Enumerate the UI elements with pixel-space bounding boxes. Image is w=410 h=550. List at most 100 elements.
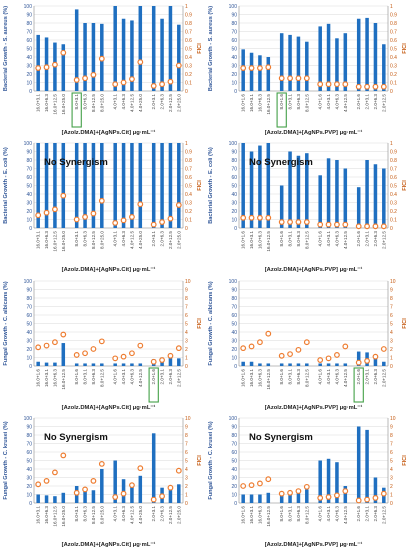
fici-marker xyxy=(278,219,285,225)
y2-tick-label: 1 xyxy=(390,356,393,362)
fici-marker xyxy=(325,494,332,500)
y2-tick-label: 2 xyxy=(185,347,188,353)
y-tick-label: 10 xyxy=(231,81,237,87)
bar xyxy=(100,143,104,228)
bar xyxy=(113,460,117,503)
fici-marker xyxy=(248,214,255,221)
bar xyxy=(373,164,378,228)
y-tick-label: 70 xyxy=(26,442,32,448)
y2-tick-label: 0.8 xyxy=(185,21,192,27)
fici-marker xyxy=(35,65,42,71)
bar xyxy=(91,363,96,366)
y-axis-title: Bacterial Growth - E. coli (%) xyxy=(208,147,214,224)
x-tick-label: 2.0+6.3 xyxy=(160,231,165,247)
y-tick-label: 80 xyxy=(231,433,237,439)
y2-tick-label: 0.8 xyxy=(185,158,192,164)
y2-tick-label: 0.4 xyxy=(185,192,192,198)
y2-tick-label: 6 xyxy=(185,313,188,319)
bar xyxy=(151,433,156,503)
fici-marker xyxy=(355,223,362,230)
x-tick-label: 16.0+3.1 xyxy=(44,369,49,387)
x-tick-label: 2.0+6.3 xyxy=(160,94,165,110)
x-tick-label: 2.0+3.1 xyxy=(365,506,370,522)
fici-marker xyxy=(159,493,165,500)
fici-marker xyxy=(364,358,370,364)
bar xyxy=(177,358,181,366)
fici-marker xyxy=(159,219,165,225)
fici-marker xyxy=(372,223,379,230)
bar xyxy=(53,496,57,503)
x-tick-label: 2.0+6.3 xyxy=(160,506,165,522)
y2-axis-title: FICI xyxy=(197,180,203,191)
fici-marker xyxy=(380,83,387,90)
chart-panel-bottom-right: 0 10 20 30 40 50 60 70 80 90 100 0 1 2 3 4 5 6 7 8 9 10 16.0+1… xyxy=(208,416,408,548)
x-tick-label: 4.0+1.6 xyxy=(318,369,323,385)
y-tick-label: 100 xyxy=(24,416,33,422)
fici-marker xyxy=(240,65,247,71)
x-tick-label: 4.0+12.5 xyxy=(129,94,134,112)
fici-marker xyxy=(265,330,272,337)
y2-tick-label: 0.7 xyxy=(390,30,397,36)
y-tick-label: 90 xyxy=(231,288,237,294)
x-axis-title: [Azolz.DMA]+[AgNPs.Cit] μg·mL⁻¹ xyxy=(62,129,156,136)
y2-tick-label: 0.2 xyxy=(390,209,397,215)
y2-tick-label: 7 xyxy=(185,442,188,448)
bar xyxy=(288,492,292,503)
bar xyxy=(36,143,40,228)
bar xyxy=(318,363,322,366)
fici-marker xyxy=(129,214,135,220)
y2-tick-label: 0.4 xyxy=(185,55,192,61)
fici-marker xyxy=(90,210,97,217)
y2-axis-title: FICI xyxy=(402,318,408,329)
bar xyxy=(36,34,40,91)
fici-marker xyxy=(364,223,370,230)
fici-marker xyxy=(355,497,362,504)
fici-marker xyxy=(303,483,310,490)
x-tick-label: 4.0+1.6 xyxy=(318,231,323,247)
y-tick-label: 0 xyxy=(29,364,32,370)
no-synergism-label: No Synergism xyxy=(249,157,313,168)
y2-tick-label: 0.1 xyxy=(390,218,397,224)
x-tick-label: 8.0+25.0 xyxy=(99,506,104,524)
fici-marker xyxy=(295,346,302,353)
x-tick-label: 2.0+12.5 xyxy=(381,369,386,387)
bar xyxy=(258,494,262,503)
y2-tick-label: 0.2 xyxy=(390,72,397,78)
y2-tick-label: 0.6 xyxy=(185,38,192,44)
fici-marker xyxy=(150,221,157,228)
bar xyxy=(168,354,173,366)
fici-marker xyxy=(52,339,58,346)
fici-marker xyxy=(278,490,285,497)
x-tick-label: 4.0+6.3 xyxy=(334,94,339,110)
bar xyxy=(356,187,361,228)
fici-marker xyxy=(73,77,80,83)
fici-marker xyxy=(248,65,255,71)
fici-marker xyxy=(364,496,370,503)
y-tick-label: 60 xyxy=(26,175,32,181)
fici-marker xyxy=(43,209,50,216)
fici-marker xyxy=(120,217,127,224)
y-axis-title: Fungal Growth - C. krusei (%) xyxy=(208,421,214,499)
x-tick-label: 4.0+25.0 xyxy=(138,506,143,524)
fici-marker xyxy=(317,357,324,363)
bar xyxy=(177,143,181,228)
bar xyxy=(335,363,339,366)
bar xyxy=(365,429,369,503)
y2-tick-label: 0.1 xyxy=(185,218,192,224)
fici-marker xyxy=(60,49,67,56)
x-tick-label: 16.0+6.3 xyxy=(44,94,49,112)
x-tick-label: 4.0+3.1 xyxy=(326,506,331,522)
y-tick-label: 90 xyxy=(231,425,237,431)
fici-marker xyxy=(35,212,42,219)
x-tick-label: 8.0+3.1 xyxy=(288,94,293,110)
y-tick-label: 40 xyxy=(231,467,237,473)
x-tick-label: 16.0+3.1 xyxy=(36,94,41,112)
bar xyxy=(373,23,378,91)
fici-marker xyxy=(240,345,247,352)
x-tick-label: 2.0+1.6 xyxy=(356,369,361,385)
bar xyxy=(138,475,143,503)
y2-tick-label: 0.7 xyxy=(390,167,397,173)
x-tick-label: 8.0+6.3 xyxy=(296,506,301,522)
x-tick-label: 16.0+25.0 xyxy=(61,94,66,115)
y-tick-label: 50 xyxy=(26,459,32,465)
